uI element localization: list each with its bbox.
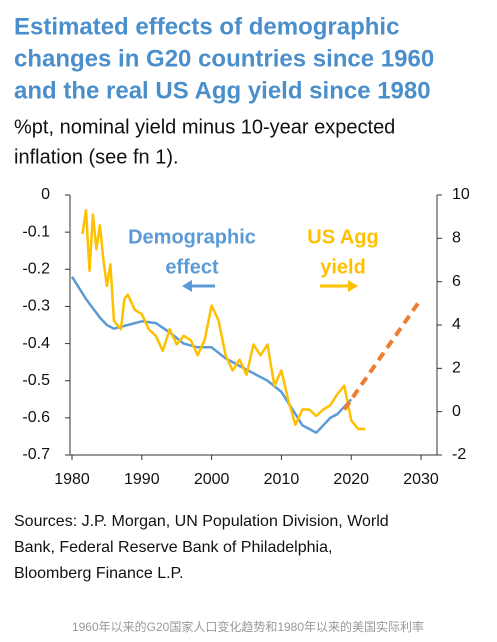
sources: Bank, Federal Reserve Bank of Philadelph… — [14, 539, 332, 556]
annotation: yield — [320, 256, 366, 278]
annotation: US Agg — [307, 226, 378, 248]
annotation-arrowhead — [182, 280, 192, 292]
series-line — [70, 276, 353, 434]
y-tick-label: -0.7 — [22, 446, 50, 463]
y-tick-label: -0.1 — [22, 223, 50, 240]
y2-tick-label: 2 — [452, 360, 461, 377]
chart-title: Estimated effects of demographic — [14, 13, 399, 40]
subtitle: inflation (see fn 1). — [14, 146, 179, 168]
y-tick-label: -0.3 — [22, 298, 50, 315]
annotation: Demographic — [128, 226, 256, 248]
y2-tick-label: 0 — [452, 403, 461, 420]
annotation-arrowhead — [348, 280, 358, 292]
caption: 1960年以来的G20国家人口变化趋势和1980年以来的美国实际利率 — [72, 619, 424, 634]
y-tick-label: 0 — [41, 186, 50, 203]
x-tick-label: 1990 — [124, 471, 160, 488]
y-tick-label: -0.4 — [22, 335, 50, 352]
sources: Sources: J.P. Morgan, UN Population Divi… — [14, 513, 389, 530]
y2-tick-label: 8 — [452, 230, 461, 247]
subtitle: %pt, nominal yield minus 10-year expecte… — [14, 116, 395, 138]
y2-tick-label: 6 — [452, 273, 461, 290]
y2-tick-label: 10 — [452, 186, 470, 203]
y-tick-label: -0.5 — [22, 372, 50, 389]
x-tick-label: 1980 — [54, 471, 90, 488]
projection-line — [342, 297, 423, 411]
chart-title: and the real US Agg yield since 1980 — [14, 77, 431, 104]
x-tick-label: 2000 — [194, 471, 230, 488]
y-tick-label: -0.6 — [22, 409, 50, 426]
chart-title: changes in G20 countries since 1960 — [14, 45, 434, 72]
x-tick-label: 2010 — [264, 471, 300, 488]
annotation: effect — [165, 256, 219, 278]
y2-tick-label: -2 — [452, 446, 466, 463]
series-line — [81, 208, 366, 431]
y-tick-label: -0.2 — [22, 261, 50, 278]
x-tick-label: 2030 — [403, 471, 439, 488]
y2-tick-label: 4 — [452, 316, 461, 333]
x-tick-label: 2020 — [333, 471, 369, 488]
sources: Bloomberg Finance L.P. — [14, 565, 184, 582]
